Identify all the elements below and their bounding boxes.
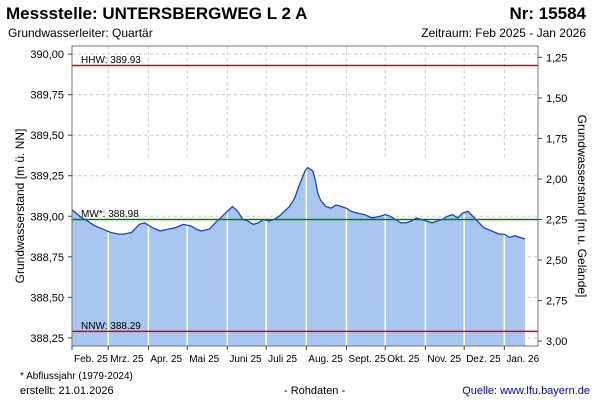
y2-tick-label: 1,25 (546, 52, 567, 64)
x-tick-label: Aug. 25 (308, 354, 343, 365)
y2-tick-label: 2,50 (546, 255, 567, 267)
y-tick-label: 388,50 (30, 292, 64, 304)
x-tick-label: Mrz. 25 (110, 354, 144, 365)
y2-tick-label: 3,00 (546, 336, 567, 348)
created-date: erstellt: 21.01.2026 (20, 385, 114, 397)
period-label: Zeitraum: Feb 2025 - Jan 2026 (421, 26, 586, 40)
y2-tick-label: 2,25 (546, 215, 567, 227)
y-axis-title: Grundwasserstand [m ü. NN] (13, 129, 27, 284)
y-tick-label: 389,75 (30, 90, 64, 102)
y2-tick-label: 2,75 (546, 296, 567, 308)
source-link[interactable]: Quelle: www.lfu.bayern.de (462, 385, 590, 397)
raw-data-note: - Rohdaten - (284, 385, 346, 397)
level-area (72, 167, 526, 346)
y2-axis-title: Grundwasserstand [m u. Gelände] (575, 115, 589, 298)
y-tick-label: 388,75 (30, 252, 64, 264)
y2-tick-label: 2,00 (546, 174, 567, 186)
x-tick-label: Dez. 25 (466, 354, 501, 365)
x-tick-label: Juni 25 (229, 354, 262, 365)
x-tick-label: Okt. 25 (387, 354, 420, 365)
mw-label: MW*: 388.98 (81, 209, 139, 220)
x-tick-label: Mai 25 (189, 354, 219, 365)
station-number: Nr: 15584 (509, 4, 586, 23)
y2-tick-label: 1,50 (546, 93, 567, 105)
x-tick-label: Sept. 25 (348, 354, 386, 365)
y-tick-label: 389,00 (30, 211, 64, 223)
aquifer-subtitle: Grundwasserleiter: Quartär (8, 26, 153, 40)
y-tick-label: 389,25 (30, 171, 64, 183)
nnw-label: NNW: 388.29 (81, 321, 141, 332)
page-title: Messstelle: UNTERSBERGWEG L 2 A (6, 4, 308, 23)
x-tick-label: Jan. 26 (506, 354, 539, 365)
y-tick-label: 388,25 (30, 333, 64, 345)
y-tick-label: 390,00 (30, 49, 64, 61)
y-tick-label: 389,50 (30, 130, 64, 142)
x-tick-label: Feb. 25 (74, 354, 108, 365)
x-tick-label: Juli 25 (268, 354, 297, 365)
footnote: * Abflussjahr (1979-2024) (20, 371, 133, 382)
level-line (71, 166, 526, 240)
x-tick-label: Apr. 25 (150, 354, 182, 365)
hhw-label: HHW: 389.93 (81, 55, 141, 66)
plot-frame (71, 45, 539, 347)
y2-tick-label: 1,75 (546, 133, 567, 145)
x-tick-label: Nov. 25 (427, 354, 461, 365)
